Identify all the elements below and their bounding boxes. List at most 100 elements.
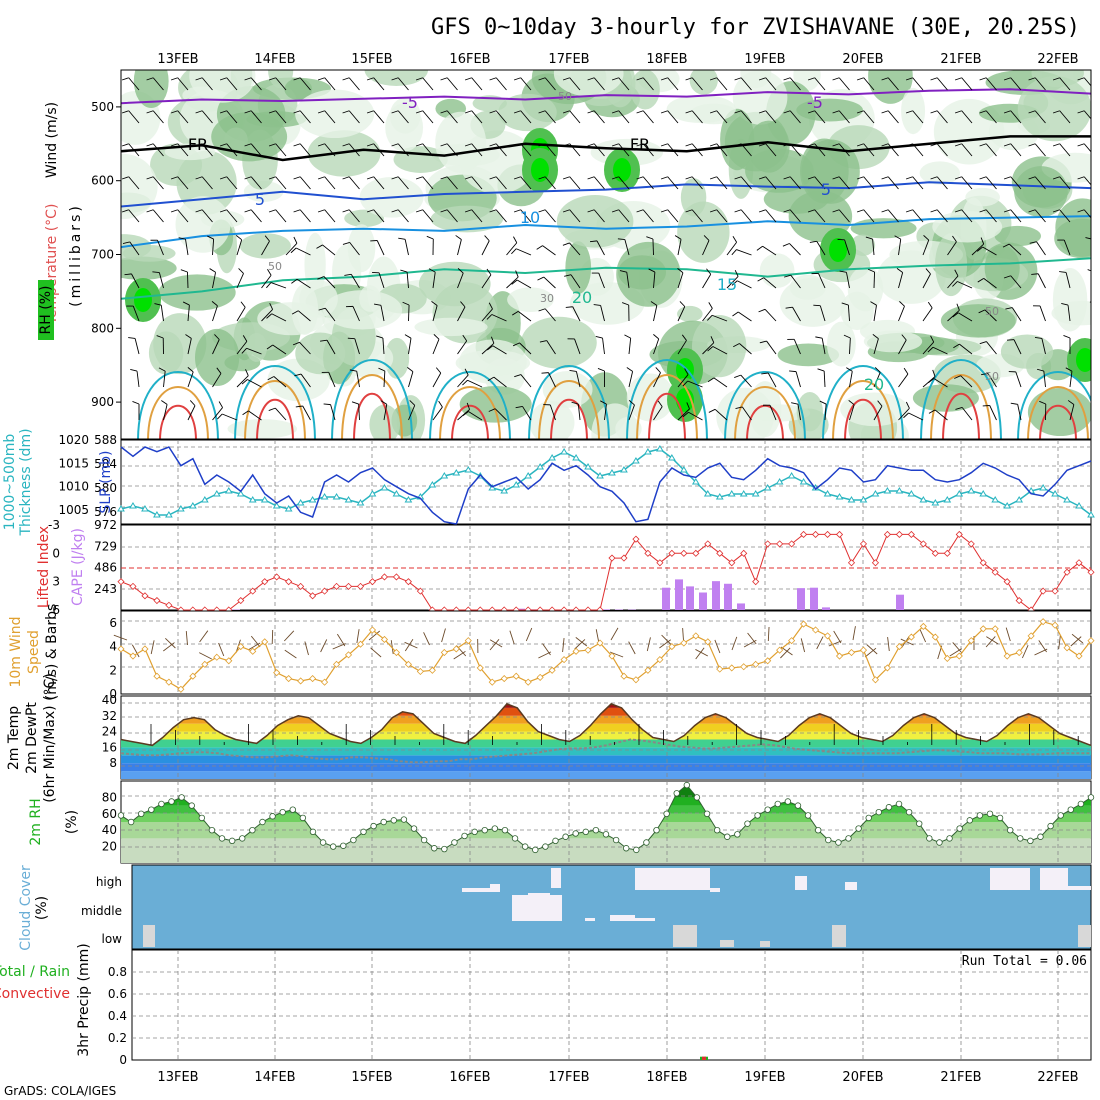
temp-label-2: 2m DewPt [24,702,40,774]
wind-barb [936,176,948,190]
lifted-index-label: Lifted Index [36,526,52,608]
wind-barb-flag [293,77,301,81]
rh-blob [189,70,256,103]
rh-marker [875,808,883,816]
wind-barb-flag [464,176,472,180]
temp-band [121,739,1091,748]
li-marker [704,540,712,548]
li-marker [823,530,832,539]
wind-barb [642,209,654,223]
li-marker [752,578,760,586]
contour-label: FR [630,135,650,154]
wind-barb [302,405,311,421]
wind-barb-flag [440,110,448,114]
warm-isotherm [147,386,209,439]
wind-barb-flag [881,143,889,147]
wind-barb [716,209,728,223]
rh-marker [1047,822,1054,830]
upper-ylabels: Wind (m/s) Temperature (°C) RH (%) (mill… [38,102,84,340]
wind-barb [516,248,532,256]
wind-barb [226,209,238,223]
wind-barb [1015,371,1022,388]
rh-blob [919,161,960,185]
rh-marker [521,843,529,850]
wind-barb [322,244,336,256]
wind-barb-flag [839,270,847,273]
wind-speed-marker [165,678,173,686]
thickness-marker [667,454,676,461]
wind-barb [495,209,507,223]
thickness-marker [1087,511,1095,518]
warm-isotherm [724,371,806,439]
wind-barb-flag [807,176,815,180]
wind-barb [187,405,196,421]
wind-barb [1034,209,1046,223]
thickness-marker [548,454,556,461]
wind-barb [471,110,483,124]
warm-isotherm [930,374,992,439]
date-label-top: 13FEB [157,52,198,67]
wind-barb [1010,176,1022,190]
wind-barb [985,110,997,124]
wind-barb [677,374,689,388]
wind-barb [569,209,581,223]
wind-barb-flag [807,143,815,147]
cloud-label-1: Cloud Cover [18,865,34,951]
wind-barb-flag [195,77,203,81]
wind-barb [348,176,360,190]
wind-speed-marker [273,669,281,677]
wind-barb [618,77,630,91]
wind-barb-flag [513,236,518,243]
wind-barb [324,77,336,91]
surface-wind-barb [985,636,996,648]
date-label-top: 21FEB [940,52,981,67]
temp-band [121,707,1091,716]
wind-barb [373,110,385,124]
rh-marker [148,806,155,813]
wind-barb [397,110,409,124]
surface-wind-barb [767,626,770,642]
wind-barb-flag [734,209,742,213]
wind-barb-flag [708,408,716,413]
wind-tick-label: 4 [109,640,117,654]
wind-speed-marker [117,645,125,653]
wind-barb [348,209,360,223]
wind-barb-flag [817,368,825,372]
rh-blob [455,350,531,376]
wind-barb-flag [292,341,300,346]
cape-bar [662,587,670,610]
wind-barb [378,272,385,289]
wind-barb [642,77,654,91]
li-marker [967,540,975,548]
wind-label-3: (m/s) & Barbs [44,604,60,701]
wind-barb-flag [707,377,715,383]
thickness-marker [871,490,880,497]
temp-label-3: (6hr Min/Max) (°C) [42,673,58,803]
date-label-top: 20FEB [842,52,883,67]
pressure-tick-label: 500 [91,100,114,114]
wind-barb [569,77,581,91]
wind-barb-flag [587,110,595,114]
rh-marker [602,831,610,838]
wind-barb [922,273,931,289]
li-marker [1015,596,1023,605]
wind-barb-flag [1061,302,1069,306]
wind-barb [212,305,218,322]
rh-blob [520,316,597,369]
wind-barb-flag [415,77,423,81]
wind-barb [677,340,687,355]
cloud-level-high: high [96,875,122,889]
wind-barb-flag [846,367,853,372]
li-marker [991,568,999,576]
wind-barb-flag [843,334,851,339]
pressure-tick-label: 800 [91,321,114,335]
footer-credit: GrADS: COLA/IGES [4,1084,116,1098]
wind-barb [1039,305,1046,322]
warm-isotherm [429,371,511,439]
li-marker [680,549,688,557]
cloud-cell [1040,868,1068,890]
li-marker [237,596,245,605]
rh-marker [188,802,195,809]
